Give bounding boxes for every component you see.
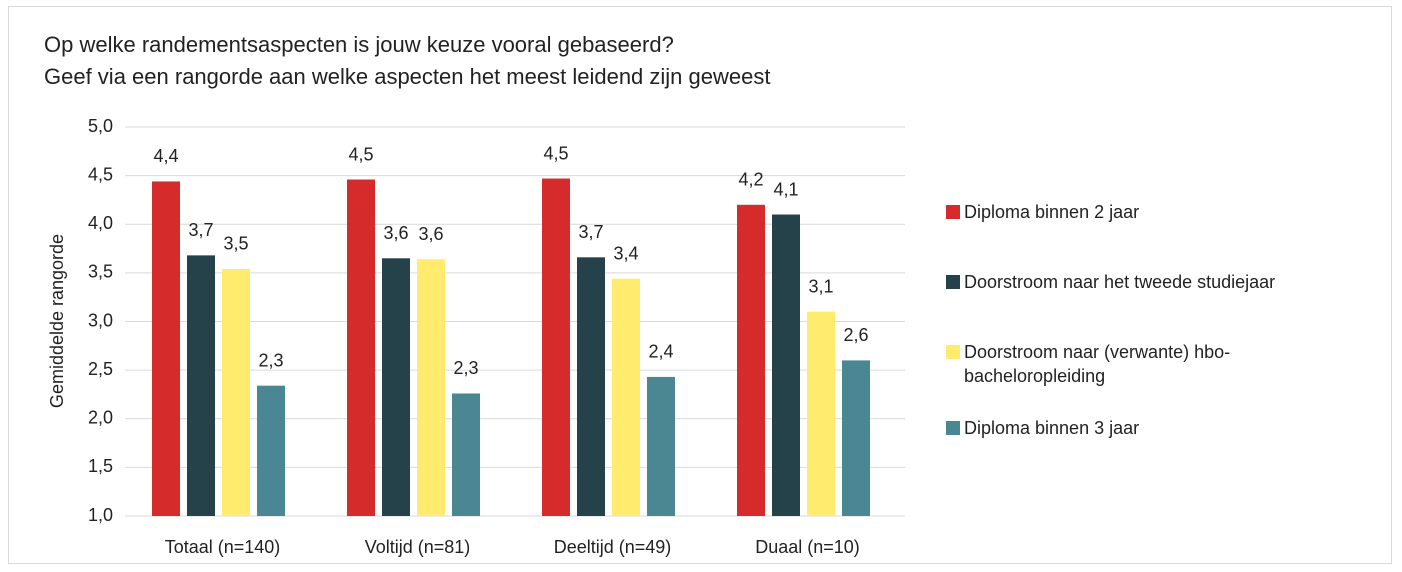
data-label: 3,7 xyxy=(188,220,213,240)
legend-swatch xyxy=(946,275,960,289)
chart-frame xyxy=(8,6,1392,564)
legend-swatch xyxy=(946,421,960,435)
data-label: 3,1 xyxy=(808,277,833,297)
bar xyxy=(542,178,570,517)
chart: Gemiddelde rangorde 1,0 1,5 2,0 2,5 3,0 3,5 4,… xyxy=(47,116,905,557)
data-label: 2,6 xyxy=(843,325,868,345)
y-tick-label: 4,0 xyxy=(88,213,113,233)
data-label: 4,4 xyxy=(153,146,178,166)
bar xyxy=(417,259,445,516)
x-tick-label: Voltijd (n=81) xyxy=(365,537,471,557)
bar xyxy=(807,311,835,516)
bar xyxy=(772,214,800,516)
legend-swatch xyxy=(946,345,960,359)
x-tick-label: Duaal (n=10) xyxy=(755,537,860,557)
legend-label: Doorstroom naar het tweede studiejaar xyxy=(964,272,1276,292)
bar xyxy=(382,258,410,516)
data-label: 2,4 xyxy=(648,342,673,362)
y-tick-label: 4,5 xyxy=(88,164,113,184)
legend-label: Diploma binnen 2 jaar xyxy=(964,202,1140,222)
y-tick-label: 2,0 xyxy=(88,408,113,428)
legend-item: Diploma binnen 2 jaar xyxy=(946,200,1291,224)
bar xyxy=(737,204,765,517)
bar xyxy=(222,268,250,516)
data-label: 3,4 xyxy=(613,243,638,263)
y-tick-label: 3,0 xyxy=(88,310,113,330)
legend-item: Doorstroom naar het tweede studiejaar xyxy=(946,270,1291,294)
y-tick-label: 5,0 xyxy=(88,116,113,136)
bar xyxy=(347,179,375,516)
data-label: 3,6 xyxy=(383,223,408,243)
data-label: 4,2 xyxy=(738,170,763,190)
y-tick-label: 2,5 xyxy=(88,359,113,379)
chart-subtitle: Geef via een rangorde aan welke aspecten… xyxy=(44,64,771,89)
bar xyxy=(842,360,870,516)
bar xyxy=(612,278,640,516)
legend-label: Diploma binnen 3 jaar xyxy=(964,418,1140,438)
legend-item: Doorstroom naar (verwante) hbo-bacheloro… xyxy=(946,340,1291,388)
legend-item: Diploma binnen 3 jaar xyxy=(946,416,1291,440)
data-label: 4,5 xyxy=(543,143,568,163)
y-axis-label: Gemiddelde rangorde xyxy=(47,234,67,408)
data-label: 3,6 xyxy=(418,224,443,244)
y-tick-label: 3,5 xyxy=(88,262,113,282)
legend-swatch xyxy=(946,205,960,219)
bar xyxy=(647,376,675,516)
data-label: 3,7 xyxy=(578,222,603,242)
data-label: 2,3 xyxy=(258,350,283,370)
legend-label: Doorstroom naar (verwante) hbo-bacheloro… xyxy=(964,342,1231,386)
data-label: 2,3 xyxy=(453,358,478,378)
x-tick-label: Deeltijd (n=49) xyxy=(554,537,672,557)
x-tick-label: Totaal (n=140) xyxy=(165,537,281,557)
bar xyxy=(257,385,285,516)
y-tick-label: 1,5 xyxy=(88,456,113,476)
data-label: 4,1 xyxy=(773,179,798,199)
bar xyxy=(152,181,180,516)
chart-title: Op welke randementsaspecten is jouw keuz… xyxy=(44,32,674,57)
bar xyxy=(452,393,480,516)
data-label: 4,5 xyxy=(348,144,373,164)
data-label: 3,5 xyxy=(223,234,248,254)
y-tick-label: 1,0 xyxy=(88,505,113,525)
bar xyxy=(577,257,605,516)
bar xyxy=(187,255,215,516)
